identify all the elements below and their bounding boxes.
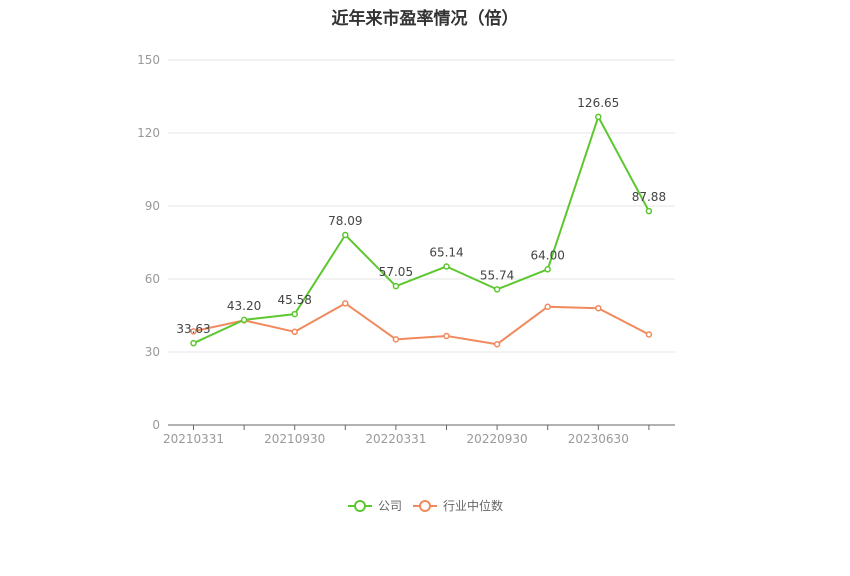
data-point bbox=[443, 263, 450, 270]
data-point bbox=[190, 339, 197, 347]
data-label: 57.05 bbox=[379, 265, 413, 279]
data-point bbox=[342, 231, 349, 239]
y-tick-label: 0 bbox=[152, 418, 160, 432]
data-label: 126.65 bbox=[577, 96, 619, 110]
data-point bbox=[291, 328, 298, 336]
chart-title: 近年来市盈率情况（倍） bbox=[331, 9, 519, 29]
y-tick-label: 30 bbox=[145, 345, 160, 359]
data-point bbox=[595, 113, 602, 121]
legend-company-icon bbox=[354, 500, 366, 512]
data-point bbox=[493, 286, 501, 293]
data-point bbox=[443, 332, 450, 340]
y-tick-label: 120 bbox=[137, 126, 160, 140]
legend-industry-median-icon bbox=[419, 500, 431, 512]
x-tick-label: 20210331 bbox=[163, 432, 224, 446]
x-tick-label: 20220930 bbox=[467, 432, 528, 446]
data-label: 45.58 bbox=[278, 293, 312, 307]
data-point bbox=[493, 340, 501, 348]
x-tick-label: 20220331 bbox=[365, 432, 426, 446]
data-point bbox=[544, 303, 551, 310]
data-label: 55.74 bbox=[480, 268, 514, 282]
data-label: 43.20 bbox=[227, 299, 261, 313]
data-point bbox=[392, 336, 400, 343]
data-point bbox=[240, 316, 248, 324]
x-tick-label: 20210930 bbox=[264, 432, 325, 446]
data-label: 87.88 bbox=[632, 190, 666, 204]
data-point bbox=[645, 331, 653, 338]
y-tick-label: 150 bbox=[137, 53, 160, 67]
data-point bbox=[392, 282, 400, 290]
data-label: 33.63 bbox=[176, 322, 210, 336]
legend-industry-median-label: 行业中位数 bbox=[443, 498, 503, 513]
legend-company-label: 公司 bbox=[378, 499, 402, 513]
data-label: 78.09 bbox=[328, 214, 362, 228]
x-tick-label: 20230630 bbox=[568, 432, 629, 446]
data-point bbox=[291, 310, 298, 318]
data-point bbox=[595, 304, 602, 312]
data-point bbox=[190, 328, 197, 335]
data-label: 65.14 bbox=[429, 245, 463, 259]
data-point bbox=[544, 266, 551, 273]
series-line-company bbox=[193, 115, 650, 345]
y-tick-label: 90 bbox=[145, 199, 160, 213]
data-point bbox=[645, 207, 653, 215]
series-line-industry-median bbox=[193, 302, 650, 346]
data-label: 64.00 bbox=[531, 248, 565, 262]
y-tick-label: 60 bbox=[145, 272, 160, 286]
data-point bbox=[342, 300, 349, 307]
